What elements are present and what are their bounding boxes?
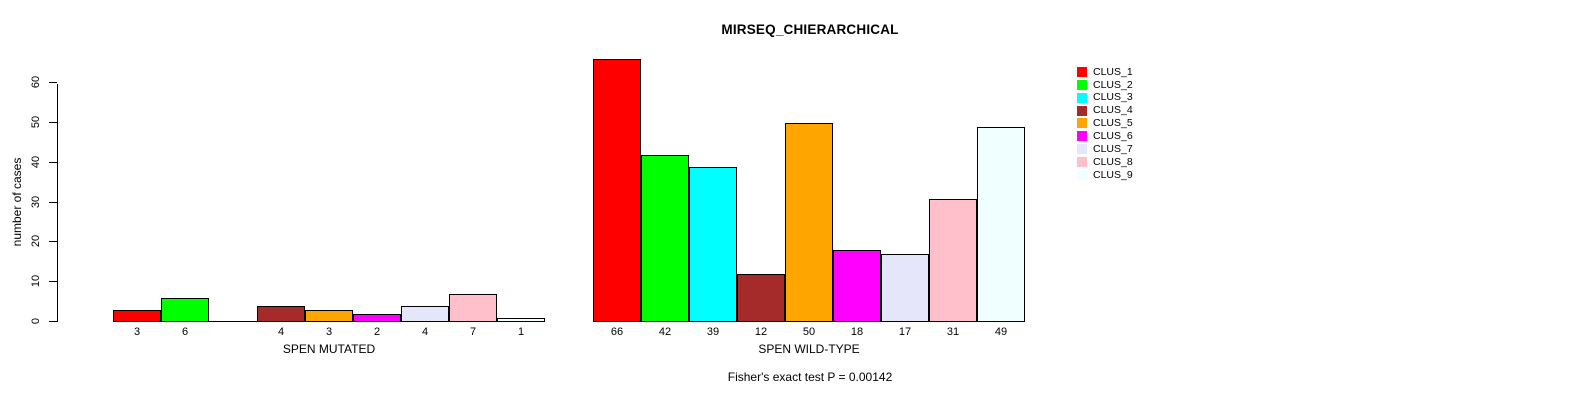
bar-clus-6-group0 — [353, 314, 401, 322]
legend-item-clus-2: CLUS_2 — [1077, 79, 1133, 91]
y-tick-mark — [49, 321, 57, 322]
legend-swatch — [1077, 79, 1087, 90]
legend-item-clus-8: CLUS_8 — [1077, 156, 1133, 168]
x-axis-label-spen-wild-type: SPEN WILD-TYPE — [758, 342, 860, 356]
legend-swatch — [1077, 156, 1087, 167]
legend-label: CLUS_4 — [1093, 104, 1133, 117]
bar-clus-4-group1 — [737, 274, 785, 322]
bar-value-label: 1 — [517, 326, 525, 338]
bar-clus-7-group0 — [401, 306, 449, 322]
bar-clus-8-group1 — [929, 199, 977, 322]
bar-clus-5-group1 — [785, 123, 833, 322]
y-tick-label: 40 — [30, 155, 42, 169]
bar-value-label: 17 — [898, 326, 912, 338]
legend-swatch — [1077, 92, 1087, 103]
bar-value-label: 39 — [706, 326, 720, 338]
bar-value-label: 4 — [421, 326, 429, 338]
legend-swatch — [1077, 131, 1087, 142]
y-tick-mark — [49, 122, 57, 123]
bar-clus-3-group0 — [209, 321, 257, 322]
bar-value-label: 2 — [373, 326, 381, 338]
legend-label: CLUS_3 — [1093, 91, 1133, 104]
bar-value-label: 7 — [469, 326, 477, 338]
y-tick-label: 0 — [30, 317, 42, 325]
chart-title: MIRSEQ_CHIERARCHICAL — [721, 22, 899, 37]
legend-item-clus-1: CLUS_1 — [1077, 66, 1133, 78]
legend-label: CLUS_1 — [1093, 65, 1133, 78]
bar-value-label: 50 — [802, 326, 816, 338]
y-tick-mark — [49, 241, 57, 242]
legend-swatch — [1077, 118, 1087, 129]
x-axis-label-spen-mutated: SPEN MUTATED — [282, 342, 376, 356]
legend-swatch — [1077, 169, 1087, 180]
bar-value-label: 49 — [994, 326, 1008, 338]
y-tick-mark — [49, 281, 57, 282]
legend-item-clus-5: CLUS_5 — [1077, 117, 1133, 129]
legend-swatch — [1077, 105, 1087, 116]
bar-value-label: 66 — [610, 326, 624, 338]
bar-clus-4-group0 — [257, 306, 305, 322]
y-tick-mark — [49, 162, 57, 163]
bar-clus-7-group1 — [881, 254, 929, 322]
bar-clus-2-group1 — [641, 155, 689, 322]
bar-value-label: 18 — [850, 326, 864, 338]
legend-label: CLUS_8 — [1093, 155, 1133, 168]
bar-clus-1-group1 — [593, 59, 641, 322]
y-tick-label: 50 — [30, 115, 42, 129]
bar-clus-2-group0 — [161, 298, 209, 322]
legend-item-clus-9: CLUS_9 — [1077, 169, 1133, 181]
fisher-test-caption: Fisher's exact test P = 0.00142 — [727, 370, 893, 384]
bar-value-label: 3 — [325, 326, 333, 338]
y-axis-title: number of cases — [10, 157, 24, 247]
bar-value-label: 42 — [658, 326, 672, 338]
bar-value-label: 4 — [277, 326, 285, 338]
y-tick-label: 30 — [30, 195, 42, 209]
y-tick-label: 60 — [30, 75, 42, 89]
legend-label: CLUS_9 — [1093, 168, 1133, 181]
bar-clus-5-group0 — [305, 310, 353, 322]
bar-clus-8-group0 — [449, 294, 497, 322]
legend-item-clus-3: CLUS_3 — [1077, 92, 1133, 104]
y-axis-line — [57, 84, 58, 322]
bar-clus-9-group0 — [497, 318, 545, 322]
legend-label: CLUS_6 — [1093, 130, 1133, 142]
legend-label: CLUS_7 — [1093, 142, 1133, 155]
y-tick-label: 20 — [30, 234, 42, 248]
legend-item-clus-4: CLUS_4 — [1077, 105, 1133, 117]
legend-label: CLUS_2 — [1093, 78, 1133, 91]
bar-value-label: 31 — [946, 326, 960, 338]
y-tick-mark — [49, 202, 57, 203]
bar-value-label: 6 — [181, 326, 189, 338]
bar-clus-3-group1 — [689, 167, 737, 322]
bar-clus-1-group0 — [113, 310, 161, 322]
legend-item-clus-6: CLUS_6 — [1077, 130, 1133, 142]
legend-swatch — [1077, 144, 1087, 155]
legend-label: CLUS_5 — [1093, 117, 1133, 130]
bar-clus-6-group1 — [833, 250, 881, 322]
legend-swatch — [1077, 67, 1087, 77]
bar-clus-9-group1 — [977, 127, 1025, 322]
legend-item-clus-7: CLUS_7 — [1077, 143, 1133, 155]
y-tick-mark — [49, 82, 57, 83]
y-tick-label: 10 — [30, 274, 42, 288]
bar-value-label: 3 — [133, 326, 141, 338]
bar-value-label: 12 — [754, 326, 768, 338]
